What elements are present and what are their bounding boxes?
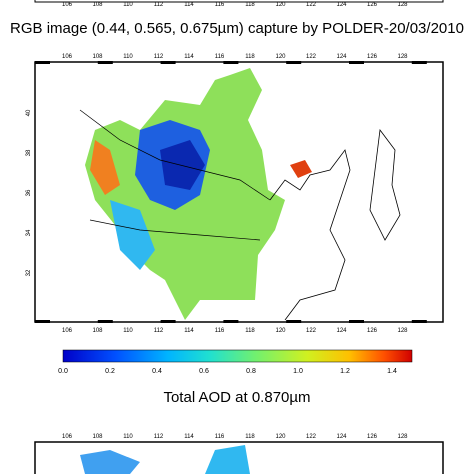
- colorbar-label: 0.2: [105, 368, 115, 375]
- x-label: 128: [397, 2, 408, 8]
- aod-cyan: [205, 445, 250, 474]
- x-label: 112: [154, 434, 164, 440]
- colorbar-label: 0.4: [152, 368, 162, 375]
- x-label: 122: [306, 434, 317, 440]
- colorbar-label: 1.4: [387, 368, 397, 375]
- x-label: 112: [154, 328, 164, 334]
- frame-segment: [35, 320, 50, 323]
- x-label: 120: [275, 328, 286, 334]
- x-label: 128: [397, 328, 408, 334]
- x-label: 112: [154, 2, 164, 8]
- map1-labels: 106 108 110 112 114 116 118 120 122 124 126 128 106 1…: [26, 54, 427, 334]
- frame-segment: [286, 320, 302, 323]
- aerosol-cyan: [110, 200, 155, 270]
- frame-segment: [97, 320, 113, 323]
- x-label: 110: [123, 434, 133, 440]
- map1-title: RGB image (0.44, 0.565, 0.675µm) capture…: [10, 20, 464, 37]
- x-label: 106: [62, 54, 73, 60]
- x-label: 110: [123, 328, 133, 334]
- x-label: 114: [184, 2, 194, 8]
- x-label: 128: [397, 434, 408, 440]
- x-label: 116: [215, 54, 225, 60]
- frame-segment: [223, 61, 239, 64]
- x-label: 118: [245, 328, 255, 334]
- frame-segment: [349, 61, 364, 64]
- x-label: 126: [367, 434, 378, 440]
- x-label: 120: [275, 2, 286, 8]
- colorbar-label: 0.6: [199, 368, 209, 375]
- x-label: 126: [367, 2, 378, 8]
- x-label: 112: [154, 54, 164, 60]
- x-label: 122: [306, 2, 317, 8]
- x-label: 110: [123, 54, 133, 60]
- x-label: 124: [336, 54, 347, 60]
- map2-title: Total AOD at 0.870µm: [163, 389, 310, 406]
- x-label: 124: [336, 328, 347, 334]
- frame-segment: [160, 61, 176, 64]
- x-label: 108: [92, 54, 103, 60]
- aerosol-red: [290, 160, 312, 178]
- map1: [34, 61, 444, 323]
- colorbar: [62, 349, 413, 363]
- y-label: 40: [26, 109, 32, 116]
- x-label: 108: [92, 434, 103, 440]
- x-label: 114: [184, 434, 194, 440]
- colorbar-label: 1.2: [340, 368, 350, 375]
- frame-segment: [411, 61, 427, 64]
- x-label: 126: [367, 54, 378, 60]
- x-label: 120: [275, 434, 286, 440]
- x-label: 128: [397, 54, 408, 60]
- x-label: 108: [92, 2, 103, 8]
- y-label: 36: [26, 189, 32, 196]
- frame-segment: [97, 61, 113, 64]
- coastline: [269, 149, 351, 321]
- x-label: 106: [62, 2, 73, 8]
- x-label: 106: [62, 434, 73, 440]
- aod-blue: [80, 450, 140, 474]
- x-label: 116: [215, 2, 225, 8]
- colorbar-label: 0.0: [58, 368, 68, 375]
- x-label: 120: [275, 54, 286, 60]
- frame-segment: [160, 320, 176, 323]
- frame-segment: [35, 61, 50, 64]
- aerosol-orange: [90, 140, 120, 195]
- colorbar-label: 0.8: [246, 368, 256, 375]
- x-label: 118: [245, 54, 255, 60]
- frame-segment: [349, 320, 364, 323]
- map2-labels: 106 108 110 112 114 116 118 120 122 124 126 128: [62, 434, 408, 440]
- y-label: 38: [26, 149, 32, 156]
- x-label: 106: [62, 328, 73, 334]
- aerosol-darkblue: [160, 140, 205, 190]
- frame-segment: [223, 320, 239, 323]
- frame-segment: [286, 61, 302, 64]
- map2: [34, 441, 444, 474]
- colorbar-labels: 0.0 0.2 0.4 0.6 0.8 1.0 1.2 1.4: [58, 368, 397, 375]
- y-label: 32: [26, 269, 32, 276]
- prev-map-frame: [34, 0, 444, 3]
- rivers: [79, 109, 271, 241]
- y-label: 34: [26, 229, 32, 236]
- x-label: 118: [245, 2, 255, 8]
- x-label: 118: [245, 434, 255, 440]
- x-label: 110: [123, 2, 133, 8]
- korea-outline: [369, 128, 401, 241]
- x-label: 122: [306, 328, 317, 334]
- x-label: 114: [184, 54, 194, 60]
- frame-segment: [411, 320, 427, 323]
- prev-map-labels: 106 108 110 112 114 116 118 120 122 124 126 128: [62, 2, 408, 8]
- x-label: 124: [336, 434, 347, 440]
- x-label: 108: [92, 328, 103, 334]
- x-label: 116: [215, 434, 225, 440]
- x-label: 122: [306, 54, 317, 60]
- x-label: 116: [215, 328, 225, 334]
- colorbar-label: 1.0: [293, 368, 303, 375]
- x-label: 124: [336, 2, 347, 8]
- x-label: 114: [184, 328, 194, 334]
- x-label: 126: [367, 328, 378, 334]
